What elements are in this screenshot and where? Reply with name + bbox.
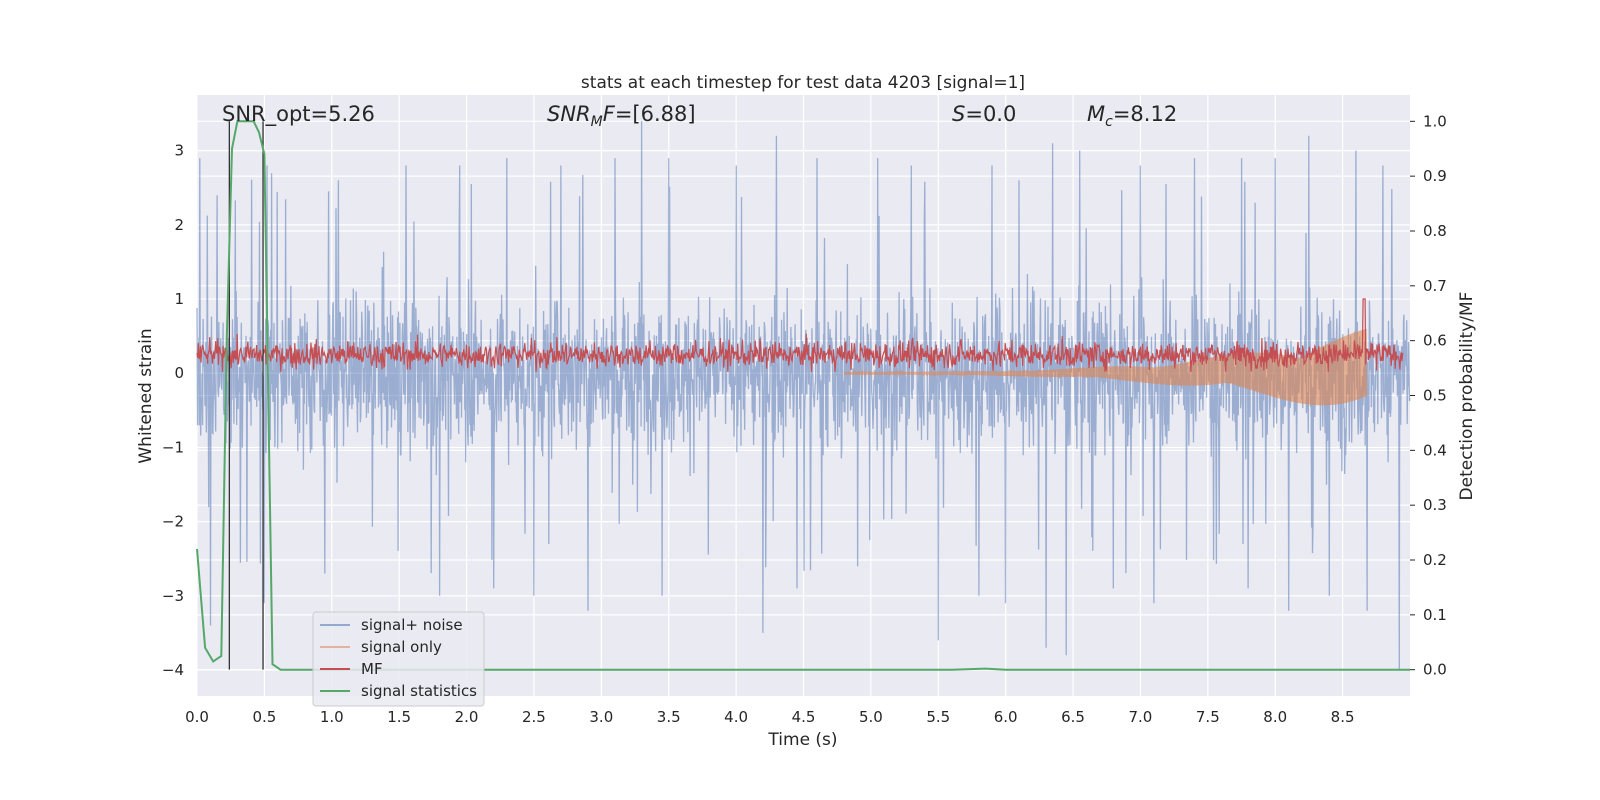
legend-label-signal-statistics: signal statistics [361, 682, 477, 700]
y-tick-label-right: 0.1 [1423, 606, 1447, 624]
annotation-mc: Mc=8.12 [1087, 102, 1177, 130]
y-axis-label-right: Detection probability/MF [1457, 292, 1477, 501]
y-tick-labels-left: −4 −3 −2 −1 0 1 2 3 [162, 142, 184, 679]
x-tick-label: 4.5 [792, 708, 816, 726]
x-tick-label: 1.5 [387, 708, 411, 726]
annotation-snr-mf-name: SNR [547, 102, 591, 126]
y-tick-label-left: 0 [174, 364, 184, 382]
annotation-snr-opt: SNR_opt=5.26 [222, 102, 375, 127]
y-tick-label-right: 1.0 [1423, 112, 1447, 130]
x-tick-label: 5.0 [859, 708, 883, 726]
annotation-mc-sub: c [1105, 114, 1113, 130]
annotation-snr-mf-tail: F [603, 102, 616, 126]
annotation-mc-name: M [1087, 102, 1105, 126]
y-tick-label-left: 1 [174, 290, 184, 308]
x-tick-label: 6.0 [994, 708, 1018, 726]
legend-box [312, 611, 485, 707]
annotation-s-name: S [952, 102, 965, 126]
y-tick-label-left: 3 [174, 142, 184, 160]
legend: signal+ noise signal only MF signal stat… [312, 611, 485, 707]
y-tick-label-right: 0.2 [1423, 551, 1447, 569]
legend-label-mf: MF [361, 660, 383, 678]
annotation-snr-mf-sub: M [591, 114, 603, 130]
series-line-signal-only [843, 328, 1368, 406]
y-tick-label-left: −3 [162, 587, 184, 605]
y-tick-label-left: 2 [174, 216, 184, 234]
series-signal-statistics [196, 120, 1410, 671]
y-tick-label-right: 0.0 [1423, 661, 1447, 679]
x-tick-label: 8.5 [1331, 708, 1355, 726]
y-axis-label-left: Whitened strain [136, 328, 156, 463]
x-tick-label: 0.5 [252, 708, 276, 726]
x-tick-labels: 0.0 0.5 1.0 1.5 2.0 2.5 3.0 3.5 4.0 4.5 5.0 5.5 6.0 6… [185, 708, 1354, 726]
series-mf [196, 298, 1404, 372]
x-tick-label: 2.0 [455, 708, 479, 726]
x-tick-label: 3.0 [589, 708, 613, 726]
y-tick-label-right: 0.9 [1423, 167, 1447, 185]
series-line-signal-statistics [196, 120, 1410, 671]
x-axis-label: Time (s) [767, 730, 837, 750]
y-tick-label-left: −4 [162, 661, 184, 679]
legend-label-signal-only: signal only [361, 638, 442, 656]
y-tick-label-right: 0.4 [1423, 441, 1447, 459]
y-tick-labels-right: 0.0 0.1 0.2 0.3 0.4 0.5 0.6 0.7 0.8 0.9 1.0 [1410, 112, 1447, 679]
y-tick-label-right: 0.6 [1423, 332, 1447, 350]
y-tick-label-right: 0.5 [1423, 387, 1447, 405]
x-tick-label: 8.0 [1263, 708, 1287, 726]
annotation-s: S=0.0 [952, 102, 1016, 126]
annotations: SNR_opt=5.26 SNRMF=[6.88] S=0.0 Mc=8.12 [222, 102, 1177, 130]
series-line-mf [196, 298, 1404, 372]
annotation-snr-mf-value: =[6.88] [615, 102, 696, 126]
x-tick-label: 3.5 [657, 708, 681, 726]
annotation-snr-mf: SNRMF=[6.88] [547, 102, 696, 130]
x-tick-label: 7.0 [1129, 708, 1153, 726]
y-tick-label-right: 0.7 [1423, 277, 1447, 295]
y-tick-label-left: −2 [162, 513, 184, 531]
x-tick-label: 0.0 [185, 708, 209, 726]
legend-label-signal-plus-noise: signal+ noise [361, 616, 463, 634]
y-tick-label-right: 0.8 [1423, 222, 1447, 240]
x-tick-label: 7.5 [1196, 708, 1220, 726]
annotation-mc-value: =8.12 [1113, 102, 1177, 126]
chart-title: stats at each timestep for test data 420… [581, 73, 1025, 93]
plot-area [196, 95, 1411, 696]
x-tick-label: 4.0 [724, 708, 748, 726]
x-tick-label: 6.5 [1061, 708, 1085, 726]
x-tick-label: 1.0 [320, 708, 344, 726]
series-signal-only [843, 328, 1368, 406]
annotation-s-value: =0.0 [965, 102, 1016, 126]
x-tick-label: 2.5 [522, 708, 546, 726]
x-tick-label: 5.5 [926, 708, 950, 726]
y-tick-label-right: 0.3 [1423, 496, 1447, 514]
y-tick-label-left: −1 [162, 438, 184, 456]
